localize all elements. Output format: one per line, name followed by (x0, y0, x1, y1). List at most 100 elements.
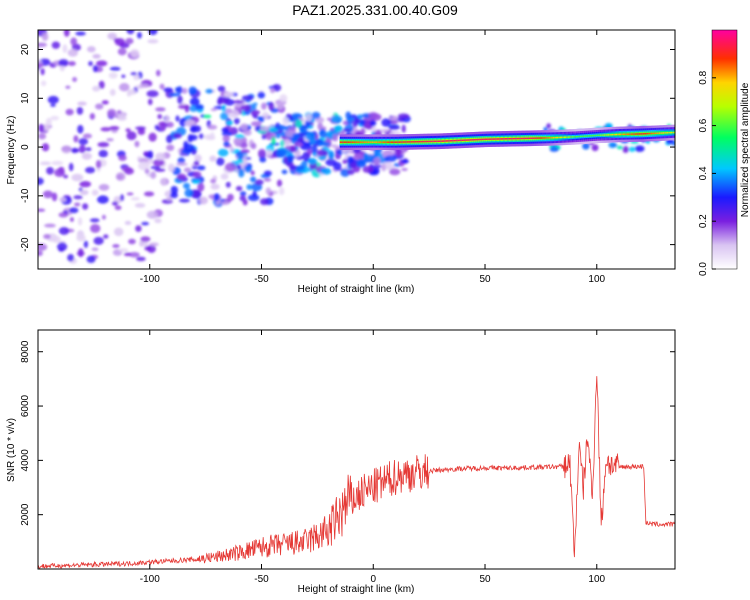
ridge-segment (585, 135, 588, 137)
ridge-segment (408, 141, 411, 143)
spectral-blob (46, 166, 54, 175)
ridge-segment (504, 138, 507, 140)
ridge-segment (621, 133, 624, 136)
ridge-segment (577, 135, 580, 138)
spectral-blob (196, 165, 206, 171)
spectral-blob (306, 149, 313, 155)
ridge-segment (500, 138, 503, 140)
ridge-segment (433, 140, 436, 143)
spectral-blob (82, 133, 93, 139)
spectral-blob (397, 113, 410, 119)
spectral-blob (146, 210, 158, 219)
spectral-blob (69, 217, 74, 222)
spectrogram-y-ticks: 20 10 0 -10 -20 (20, 44, 675, 252)
spectral-blob (123, 252, 132, 257)
ridge-segment (523, 137, 526, 140)
colorbar: 0.0 0.2 0.4 0.6 0.8 Normalized spectral ampl… (698, 29, 750, 276)
ridge-segment (461, 139, 464, 142)
ridge-segment (361, 141, 364, 143)
spectral-blob (141, 221, 150, 226)
ridge-segment (515, 137, 518, 140)
spectral-blob (331, 144, 338, 148)
spectral-blob (389, 168, 401, 176)
spectral-blob (40, 68, 45, 76)
ridge-segment (354, 141, 357, 143)
ridge-segment (571, 136, 574, 138)
spectral-blob (355, 161, 367, 168)
spectral-blob (401, 167, 408, 171)
ridge-segment (339, 141, 342, 143)
ridge-segment (650, 132, 653, 135)
spectral-blob (222, 135, 230, 142)
spectral-blob (250, 121, 262, 127)
spectral-blob (216, 157, 225, 166)
spectral-blob (371, 164, 383, 168)
spectral-blob (342, 128, 352, 132)
spectral-blob (95, 60, 108, 67)
spectral-blob (129, 251, 140, 258)
ridge-segment (547, 137, 550, 139)
spectral-blob (152, 159, 165, 167)
spectral-blob (109, 88, 116, 96)
spectrogram-y-tick-label: -20 (20, 237, 31, 252)
spectral-blob (65, 85, 71, 89)
spectral-blob (342, 159, 348, 165)
spectrogram-x-ticks: -100 -50 0 50 100 (140, 30, 606, 285)
ridge-segment (484, 138, 487, 141)
ridge-segment (442, 140, 445, 142)
ridge-segment (611, 133, 614, 136)
ridge-segment (629, 133, 632, 135)
spectrogram-x-label: Height of straight line (km) (298, 284, 415, 295)
ridge-segment (483, 138, 486, 141)
chart-title: PAZ1.2025.331.00.40.G09 (292, 2, 458, 18)
spectral-blob (128, 238, 136, 245)
spectral-blob (279, 94, 288, 103)
ridge-segment (543, 137, 546, 139)
ridge-segment (390, 141, 393, 143)
spectral-blob (294, 119, 303, 128)
spectral-blob (124, 167, 134, 175)
spectral-blob (183, 167, 192, 173)
ridge-segment (668, 131, 671, 134)
spectral-blob (250, 142, 257, 150)
spectral-blob (224, 108, 233, 114)
spectral-blob (616, 145, 624, 150)
spectral-blob (210, 108, 218, 112)
spectral-blob (113, 227, 124, 237)
spectral-blob (591, 144, 599, 152)
ridge-segment (615, 133, 618, 136)
spectral-blob (160, 178, 168, 186)
spectral-blob (58, 212, 69, 218)
spectral-blob (220, 112, 229, 121)
spectral-blob (98, 80, 105, 89)
ridge-segment (345, 141, 348, 143)
spectral-blob (156, 69, 161, 77)
ridge-segment (424, 140, 427, 143)
spectral-blob (318, 141, 331, 147)
spectral-blob (117, 48, 127, 56)
ridge-segment (464, 139, 467, 141)
spectral-blob (68, 162, 74, 172)
spectral-blob (175, 115, 180, 122)
spectral-blob (137, 128, 146, 136)
spectral-blob (295, 165, 305, 171)
ridge-segment (510, 137, 513, 140)
ridge-segment (594, 134, 597, 137)
spectral-blob (157, 114, 163, 120)
ridge-segment (357, 141, 360, 143)
spectral-blob (140, 236, 151, 242)
spectral-blob (221, 127, 230, 133)
spectral-blob (192, 171, 202, 178)
spectral-blob (254, 179, 264, 186)
ridge-segment (421, 140, 424, 143)
spectral-blob (138, 161, 150, 171)
ridge-segment (561, 136, 564, 139)
spectral-blob (282, 116, 290, 125)
ridge-segment (511, 137, 514, 140)
spectral-blob (101, 214, 106, 220)
spectral-blob (207, 124, 218, 130)
spectral-blob (74, 202, 81, 207)
spectral-blob (97, 195, 109, 204)
ridge-segment (379, 141, 382, 143)
ridge-segment (366, 141, 369, 143)
